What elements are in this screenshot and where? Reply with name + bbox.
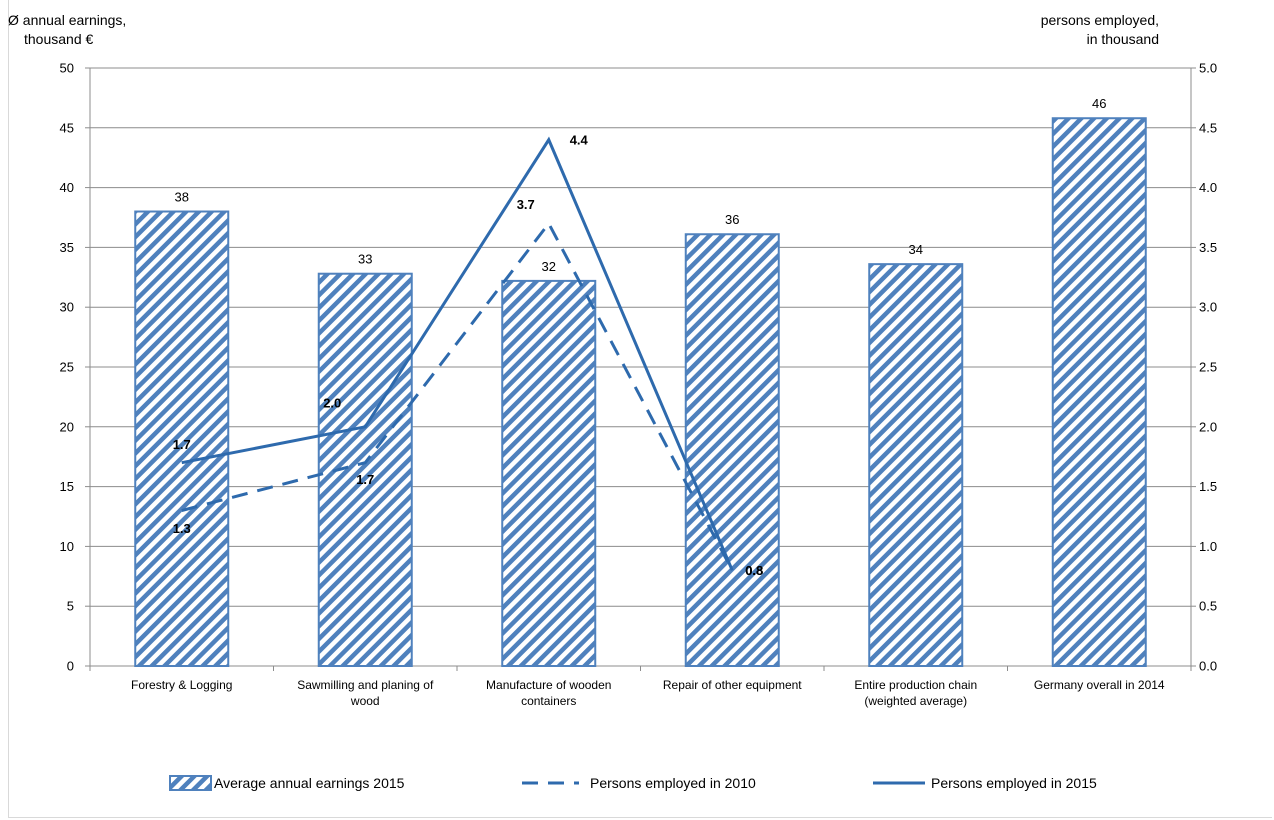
line-value-label: 2.0: [323, 395, 341, 410]
bars: [134, 117, 1147, 668]
left-tick-label: 15: [60, 479, 74, 494]
category-label: wood: [350, 694, 380, 708]
legend-label: Persons employed in 2010: [590, 775, 756, 791]
left-tick-label: 45: [60, 120, 74, 135]
category-label: Germany overall in 2014: [1034, 678, 1165, 692]
left-tick-label: 25: [60, 360, 74, 375]
line-persons-2010: [181, 220, 734, 572]
bar-value-label: 36: [725, 212, 739, 227]
left-axis-title: Ø annual earnings,: [8, 12, 126, 28]
line-value-label: 1.3: [173, 521, 191, 536]
bar: [684, 233, 780, 668]
right-tick-label: 0.5: [1199, 599, 1217, 614]
left-tick-label: 30: [60, 300, 74, 315]
bar-value-label: 34: [909, 242, 923, 257]
left-tick-label: 20: [60, 419, 74, 434]
right-tick-label: 0.0: [1199, 659, 1217, 674]
legend-label: Average annual earnings 2015: [214, 775, 405, 791]
bar: [501, 279, 597, 667]
category-label: Sawmilling and planing of: [297, 678, 434, 692]
legend-label: Persons employed in 2015: [931, 775, 1097, 791]
right-tick-label: 4.0: [1199, 180, 1217, 195]
left-tick-label: 50: [60, 61, 74, 76]
chart-frame: [8, 0, 1272, 818]
right-axis-title: in thousand: [1087, 31, 1159, 47]
lines: [181, 136, 734, 572]
right-tick-label: 2.0: [1199, 419, 1217, 434]
category-label: Manufacture of wooden: [486, 678, 611, 692]
axes: 0 5 10 15 20 25 30 35 40 45 50 0.0 0.5 1.0 1.5 2.0 2.5 3.…: [8, 12, 1217, 708]
right-tick-label: 1.5: [1199, 479, 1217, 494]
right-tick-label: 2.5: [1199, 360, 1217, 375]
line-value-label: 0.8: [745, 563, 763, 578]
right-tick-label: 4.5: [1199, 120, 1217, 135]
legend-swatch-bar: [169, 775, 212, 791]
category-label: Forestry & Logging: [131, 678, 232, 692]
bar-value-label: 33: [358, 252, 372, 267]
category-label: containers: [521, 694, 576, 708]
right-tick-label: 1.0: [1199, 539, 1217, 554]
line-value-label: 0.8: [745, 563, 763, 578]
right-tick-label: 3.5: [1199, 240, 1217, 255]
gridlines: [90, 67, 1191, 607]
category-label: Entire production chain: [854, 678, 977, 692]
legend: Average annual earnings 2015 Persons empl…: [169, 775, 1097, 791]
left-axis-title: thousand €: [24, 31, 93, 47]
line-value-label: 4.4: [570, 132, 589, 147]
line-value-label: 1.7: [356, 472, 374, 487]
bar: [134, 210, 230, 668]
right-axis-title: persons employed,: [1041, 12, 1159, 28]
left-tick-label: 40: [60, 180, 74, 195]
bar-value-label: 32: [542, 259, 556, 274]
line-persons-2015: [181, 136, 734, 571]
bar: [868, 263, 964, 667]
left-tick-label: 0: [67, 659, 74, 674]
line-value-label: 3.7: [517, 197, 535, 212]
right-tick-label: 5.0: [1199, 61, 1217, 76]
left-tick-label: 10: [60, 539, 74, 554]
right-tick-label: 3.0: [1199, 300, 1217, 315]
line-value-label: 1.7: [173, 437, 191, 452]
bar: [1051, 117, 1147, 668]
left-tick-label: 35: [60, 240, 74, 255]
category-label: Repair of other equipment: [663, 678, 802, 692]
left-tick-label: 5: [67, 599, 74, 614]
bar-value-label: 46: [1092, 96, 1106, 111]
bar-value-label: 38: [175, 190, 189, 205]
category-label: (weighted average): [864, 694, 967, 708]
